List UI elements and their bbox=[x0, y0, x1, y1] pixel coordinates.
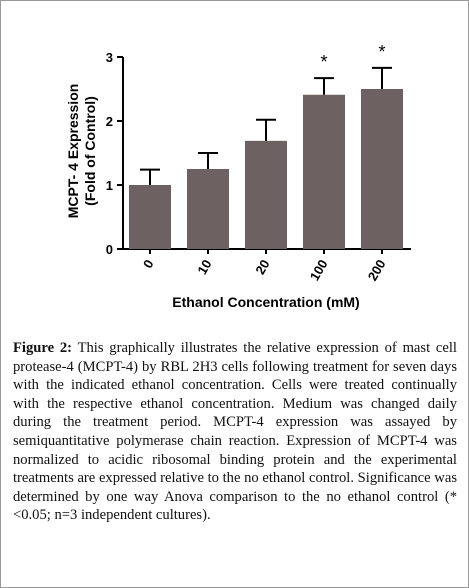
significance-marker: * bbox=[320, 52, 327, 72]
error-bar bbox=[314, 77, 334, 95]
bar bbox=[303, 94, 345, 249]
caption-text: This graphically illustrates the relativ… bbox=[13, 340, 457, 524]
y-tick-label: 2 bbox=[106, 114, 113, 129]
y-axis-label: (Fold of Control) bbox=[82, 96, 98, 206]
bar bbox=[361, 89, 403, 249]
error-bar bbox=[372, 66, 392, 89]
x-tick-label: 100 bbox=[307, 257, 331, 283]
error-bar bbox=[256, 118, 276, 141]
x-tick-label: 0 bbox=[140, 257, 157, 271]
x-tick-label: 10 bbox=[194, 257, 214, 277]
significance-marker: * bbox=[378, 42, 385, 62]
bar bbox=[245, 140, 287, 249]
x-tick-label: 200 bbox=[365, 257, 389, 283]
y-tick-label: 1 bbox=[106, 178, 113, 193]
y-axis-label: MCPT- 4 Expression bbox=[65, 84, 81, 219]
x-tick-label: 20 bbox=[252, 257, 272, 277]
bar bbox=[187, 169, 229, 249]
caption-label: Figure 2: bbox=[13, 340, 73, 356]
error-bar bbox=[140, 168, 160, 185]
y-tick-label: 3 bbox=[106, 50, 113, 65]
x-axis-label: Ethanol Concentration (mM) bbox=[172, 294, 359, 310]
chart: Ethanol Concentration (mM) MCPT- 4 Expre… bbox=[65, 42, 411, 310]
caption: Figure 2: This graphically illustrates t… bbox=[13, 339, 457, 525]
y-tick-label: 0 bbox=[106, 242, 113, 257]
bar bbox=[129, 185, 171, 249]
error-bar bbox=[198, 152, 218, 169]
